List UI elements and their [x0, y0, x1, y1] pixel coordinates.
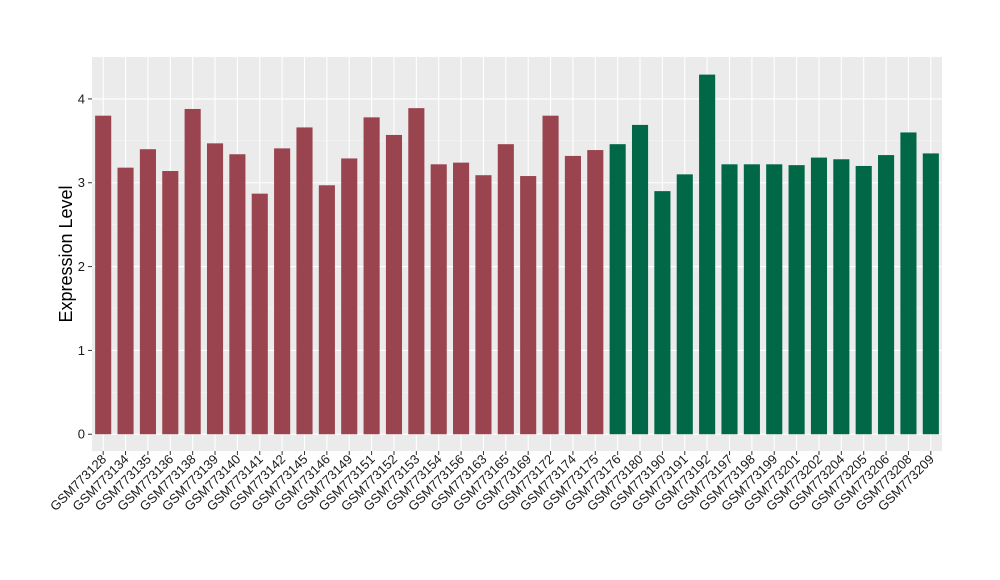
bar-GSM773142	[274, 148, 291, 435]
bar-GSM773174	[564, 155, 581, 435]
y-axis-title: Expression Level	[56, 185, 76, 322]
bar-GSM773146	[318, 185, 335, 435]
bar-GSM773128	[95, 115, 112, 435]
y-axis: 0 1 2 3 4	[78, 91, 92, 442]
bar-GSM773190	[654, 191, 671, 435]
y-tick-label: 3	[78, 175, 85, 190]
bar-GSM773149	[341, 158, 358, 435]
y-tick-label: 1	[78, 343, 85, 358]
bar-GSM773204	[833, 159, 850, 435]
bar-GSM773175	[587, 150, 604, 435]
bar-GSM773139	[206, 143, 224, 435]
bar-GSM773192	[699, 74, 716, 435]
bar-GSM773199	[766, 164, 783, 435]
bar-GSM773191	[676, 174, 693, 435]
bar-GSM773209	[922, 153, 939, 435]
bar-GSM773198	[743, 164, 760, 435]
y-tick-label: 0	[78, 427, 85, 442]
bar-GSM773135	[139, 149, 156, 435]
bar-GSM773138	[184, 108, 201, 435]
bar-GSM773152	[385, 134, 403, 435]
bar-GSM773140	[229, 154, 246, 435]
bar-GSM773206	[878, 155, 895, 435]
bar-GSM773165	[497, 144, 514, 435]
y-tick-label: 2	[78, 259, 85, 274]
bar-GSM773201	[788, 165, 805, 435]
bar-GSM773163	[475, 175, 492, 435]
bar-GSM773176	[609, 144, 626, 435]
y-tick-label: 4	[78, 91, 85, 106]
bar-GSM773136	[162, 171, 179, 435]
bar-GSM773151	[363, 117, 380, 435]
bar-GSM773154	[430, 164, 447, 435]
x-axis: GSM773128GSM773134GSM773135GSM773136GSM7…	[47, 451, 937, 514]
bar-GSM773208	[900, 132, 917, 435]
bar-GSM773145	[296, 127, 313, 435]
bar-GSM773153	[408, 108, 425, 435]
bar-GSM773141	[251, 193, 268, 435]
bar-GSM773205	[855, 165, 872, 435]
bar-GSM773197	[721, 164, 738, 435]
bar-GSM773134	[117, 167, 134, 435]
bar-GSM773156	[453, 162, 470, 435]
bars	[95, 74, 939, 435]
bar-GSM773180	[631, 124, 649, 435]
bar-GSM773202	[810, 157, 828, 435]
bar-GSM773172	[542, 115, 559, 435]
bar-GSM773169	[520, 176, 537, 435]
